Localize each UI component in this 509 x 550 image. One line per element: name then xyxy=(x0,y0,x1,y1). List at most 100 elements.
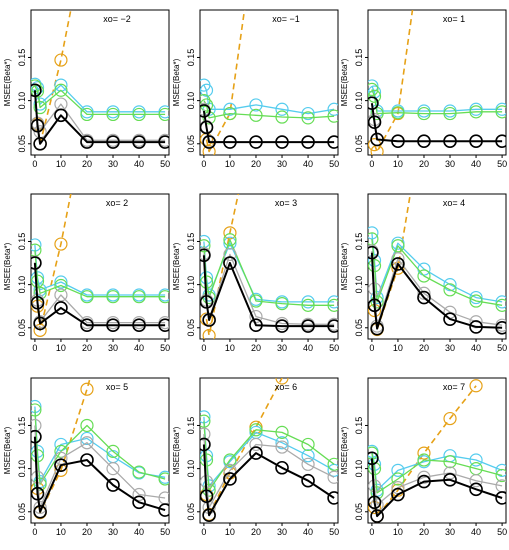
x-tick-label: 10 xyxy=(225,159,235,169)
series-line xyxy=(34,85,166,116)
data-point xyxy=(132,318,146,332)
series-green xyxy=(368,232,506,312)
x-tick-label: 30 xyxy=(445,343,455,353)
data-point xyxy=(223,247,237,262)
x-tick-label: 50 xyxy=(497,527,507,537)
y-tick-label: 0.05 xyxy=(186,319,196,337)
data-point xyxy=(158,503,169,517)
series-orange xyxy=(31,10,72,151)
series-line xyxy=(202,255,335,328)
data-point xyxy=(33,504,47,519)
data-point xyxy=(275,319,289,333)
data-point xyxy=(200,83,214,97)
data-point xyxy=(275,110,289,124)
y-tick-label: 0.10 xyxy=(17,460,27,478)
data-point xyxy=(106,107,120,122)
data-point xyxy=(223,463,237,477)
data-point xyxy=(327,135,338,149)
data-point xyxy=(443,473,457,487)
y-tick-label: 0.10 xyxy=(354,460,364,478)
data-point xyxy=(200,120,214,135)
chart-panel: 0 10 20 30 40 50 0.05 0.10 0.15 MSEE(Beta*) xo= 7 xyxy=(340,377,507,537)
x-tick-label: 0 xyxy=(32,343,37,353)
panel-title: xo= −1 xyxy=(272,14,300,24)
x-tick-label: 30 xyxy=(277,527,287,537)
plot-area xyxy=(31,378,169,520)
data-point xyxy=(54,83,68,97)
data-point xyxy=(368,82,379,97)
data-point xyxy=(54,278,68,293)
series-black xyxy=(200,437,338,523)
x-tick-label: 40 xyxy=(134,527,144,537)
data-point xyxy=(249,437,263,452)
data-point xyxy=(275,378,289,385)
x-tick-label: 40 xyxy=(471,343,481,353)
series-gray xyxy=(368,244,506,333)
series-line xyxy=(203,100,335,119)
data-point xyxy=(158,290,169,304)
data-point xyxy=(469,474,483,488)
series-line xyxy=(371,85,503,112)
x-tick-label: 10 xyxy=(393,343,403,353)
series-cyan xyxy=(200,410,338,493)
data-point xyxy=(301,473,315,488)
data-point xyxy=(368,298,382,313)
panel-title: xo= −2 xyxy=(103,14,131,24)
series-line xyxy=(203,421,335,491)
y-axis-label: MSEE(Beta*) xyxy=(340,58,349,106)
series-line xyxy=(33,262,166,327)
series-black xyxy=(31,429,169,519)
data-point xyxy=(249,108,263,122)
data-point xyxy=(327,298,338,312)
data-point xyxy=(106,462,120,476)
data-point xyxy=(106,135,120,149)
series-line xyxy=(373,10,414,153)
data-point xyxy=(417,474,431,489)
data-point xyxy=(469,134,483,148)
y-tick-label: 0.15 xyxy=(186,417,196,435)
data-point xyxy=(33,136,47,151)
series-line xyxy=(205,378,283,516)
data-point xyxy=(275,460,289,475)
series-black xyxy=(31,83,169,151)
data-point xyxy=(368,115,382,130)
y-axis-label: MSEE(Beta*) xyxy=(172,58,181,106)
series-gray xyxy=(31,83,169,147)
data-point xyxy=(443,134,457,148)
data-point xyxy=(391,261,405,275)
series-black xyxy=(200,248,338,333)
series-green xyxy=(31,243,169,304)
y-tick-label: 0.15 xyxy=(17,417,27,435)
data-point xyxy=(327,457,338,471)
data-point xyxy=(200,104,211,118)
y-tick-label: 0.10 xyxy=(17,276,27,294)
series-cyan xyxy=(200,234,338,309)
series-green xyxy=(368,82,506,121)
data-point xyxy=(417,106,431,121)
data-point xyxy=(327,109,338,123)
data-point xyxy=(495,491,506,505)
data-point xyxy=(469,482,483,497)
data-point xyxy=(368,245,379,260)
series-line xyxy=(373,385,477,517)
data-point xyxy=(417,446,431,460)
x-tick-label: 40 xyxy=(303,527,313,537)
data-point xyxy=(368,226,379,240)
data-point xyxy=(368,259,382,273)
series-green xyxy=(200,414,338,497)
panel-title: xo= 1 xyxy=(443,14,465,24)
x-tick-label: 20 xyxy=(82,159,92,169)
data-point xyxy=(54,458,68,472)
series-line xyxy=(370,103,503,143)
x-tick-label: 40 xyxy=(303,159,313,169)
data-point xyxy=(469,453,483,467)
data-point xyxy=(33,500,47,515)
x-tick-label: 50 xyxy=(160,527,170,537)
data-point xyxy=(249,420,263,434)
x-tick-label: 0 xyxy=(201,343,206,353)
series-line xyxy=(371,89,503,115)
x-tick-label: 50 xyxy=(497,343,507,353)
data-point xyxy=(368,451,379,466)
chart-panel: 0 10 20 30 40 50 0.05 0.10 0.15 MSEE(Beta*) xo= −2 xyxy=(3,9,170,169)
series-line xyxy=(34,250,166,298)
